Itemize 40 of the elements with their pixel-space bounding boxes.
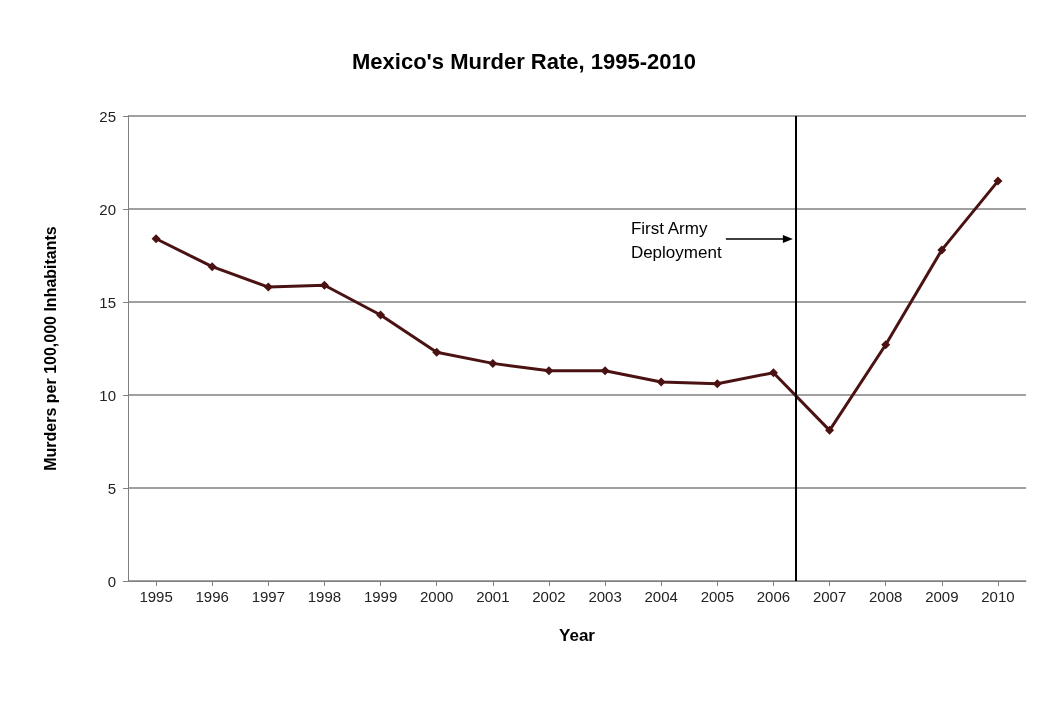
point xyxy=(432,347,442,357)
point xyxy=(376,310,386,320)
x-tick-label: 1997 xyxy=(251,588,285,605)
x-tick-label: 2000 xyxy=(420,588,454,605)
x-axis-title: Year xyxy=(559,626,596,645)
point xyxy=(207,262,217,272)
x-tick-label: 2001 xyxy=(476,588,510,605)
x-tick-label: 1999 xyxy=(363,588,398,605)
y-tick-label: 15 xyxy=(99,293,116,311)
x-tick-label: 1995 xyxy=(139,588,173,605)
point xyxy=(263,282,273,292)
x-tick-label: 2004 xyxy=(644,588,678,605)
point xyxy=(151,234,161,244)
y-tick-label: 25 xyxy=(99,107,116,125)
x-tick-label: 2005 xyxy=(700,588,734,605)
y-tick-label: 5 xyxy=(107,479,116,497)
point xyxy=(825,425,835,435)
y-axis-title: Murders per 100,000 Inhabitants xyxy=(41,226,59,471)
y-tick-label: 10 xyxy=(99,386,116,404)
point xyxy=(656,377,666,387)
ref-line-label: First Army Deployment xyxy=(630,219,722,263)
x-tick-label: 2009 xyxy=(925,588,959,605)
x-tick-label: 2007 xyxy=(812,588,847,605)
x-tick-label: 2006 xyxy=(756,588,791,605)
x-tick-label: 2010 xyxy=(981,588,1015,605)
x-tick-label: 2002 xyxy=(532,588,566,605)
point xyxy=(768,368,778,378)
chart-title: Mexico's Murder Rate, 1995-2010 xyxy=(352,48,696,74)
x-tick-label: 1998 xyxy=(307,588,342,605)
point xyxy=(600,366,610,376)
x-tick-label: 2003 xyxy=(588,588,622,605)
point xyxy=(488,358,498,368)
x-tick-label: 1996 xyxy=(195,588,229,605)
point xyxy=(993,176,1003,186)
point xyxy=(544,366,554,376)
y-tick-label: 0 xyxy=(107,572,116,590)
point xyxy=(881,340,891,350)
y-tick-label: 20 xyxy=(99,200,116,218)
x-tick-label: 2008 xyxy=(869,588,903,605)
point xyxy=(937,245,947,255)
